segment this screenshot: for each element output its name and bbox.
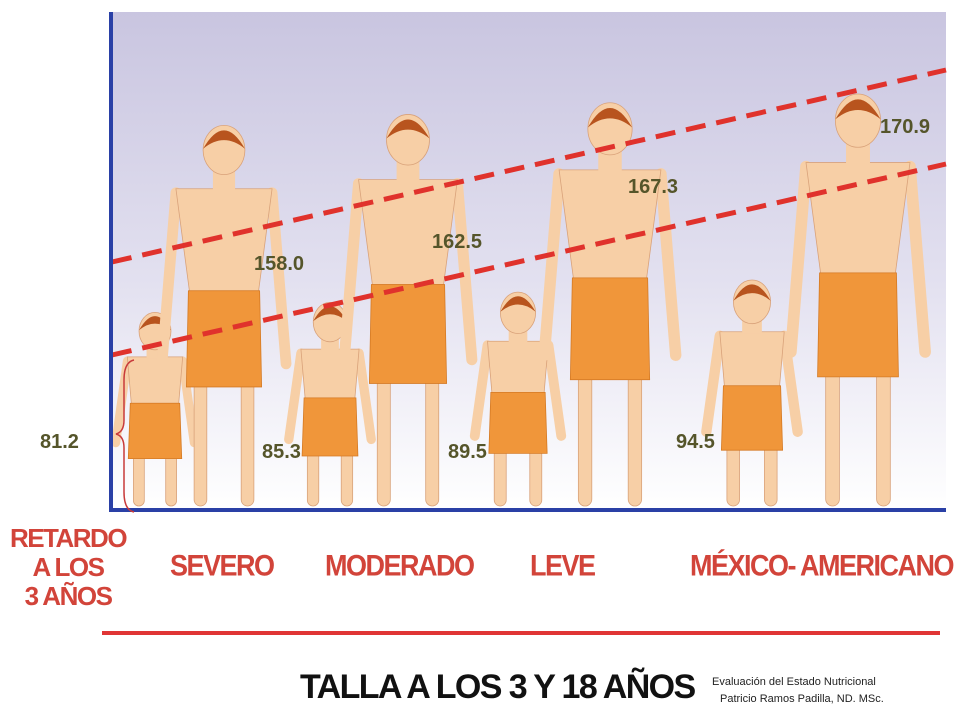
figure-adult-3 bbox=[538, 102, 682, 507]
baseline-label-line-3: 3 AÑOS bbox=[24, 581, 113, 611]
figure-torso bbox=[805, 162, 911, 274]
value-labels-layer: 158.0 162.5 167.3 170.9 81.2 85.3 89.5 94.5 bbox=[40, 116, 930, 463]
figure-right-arm bbox=[266, 187, 292, 370]
value-label-age18-4: 170.9 bbox=[880, 116, 930, 138]
figure-right-arm bbox=[178, 356, 199, 448]
figure-left-arm bbox=[469, 340, 493, 441]
figure-shorts bbox=[185, 290, 263, 388]
figure-shorts bbox=[720, 385, 784, 451]
chart-title: TALLA A LOS 3 Y 18 AÑOS bbox=[300, 668, 696, 706]
figure-torso bbox=[175, 188, 273, 292]
figure-hair bbox=[386, 119, 430, 139]
figures-layer bbox=[111, 93, 931, 507]
figure-shorts bbox=[368, 284, 448, 384]
category-label-severo: SEVERO bbox=[170, 549, 275, 583]
figure-left-arm bbox=[156, 187, 182, 370]
figure-left-arm bbox=[338, 178, 365, 366]
baseline-label: RETARDO A LOS 3 AÑOS bbox=[8, 524, 128, 611]
figure-adult-2 bbox=[338, 114, 478, 507]
figure-hair bbox=[203, 130, 245, 149]
value-label-age18-3: 167.3 bbox=[628, 176, 678, 198]
baseline-label-line-2: A LOS bbox=[32, 552, 105, 582]
figure-torso bbox=[300, 348, 360, 399]
figure-hair bbox=[835, 99, 881, 120]
trend-lines-layer bbox=[111, 67, 947, 358]
figure-adult-4 bbox=[785, 93, 931, 507]
figure-hair bbox=[733, 284, 771, 301]
figure-right-arm bbox=[354, 348, 376, 445]
credit-line-2: Patricio Ramos Padilla, ND. MSc. bbox=[720, 693, 884, 705]
trend-line-upper bbox=[111, 67, 947, 265]
figure-torso bbox=[719, 331, 785, 387]
value-label-age18-2: 162.5 bbox=[432, 231, 482, 253]
figure-shorts bbox=[817, 272, 899, 378]
figure-adult-1 bbox=[156, 125, 292, 507]
baseline-label-line-1: RETARDO bbox=[9, 523, 128, 553]
value-label-age3-baseline: 81.2 bbox=[40, 431, 79, 453]
credit: Evaluación del Estado Nutricional Patric… bbox=[712, 674, 884, 708]
value-label-age18-1: 158.0 bbox=[254, 253, 304, 275]
figure-left-arm bbox=[701, 330, 725, 437]
trend-line-lower bbox=[111, 161, 947, 358]
value-label-age3-2: 89.5 bbox=[448, 441, 487, 463]
category-label-mexico-americano: MÉXICO- AMERICANO bbox=[690, 549, 955, 583]
figure-shorts bbox=[127, 402, 183, 460]
baseline-bracket bbox=[115, 359, 135, 513]
value-label-age3-3: 94.5 bbox=[676, 431, 715, 453]
figure-right-arm bbox=[543, 340, 567, 441]
figure-right-arm bbox=[451, 178, 478, 366]
figure-left-arm bbox=[284, 348, 306, 445]
figure-child-3 bbox=[701, 279, 803, 507]
category-label-moderado: MODERADO bbox=[325, 549, 475, 583]
figure-shorts bbox=[488, 391, 548, 454]
figure-child-2 bbox=[469, 291, 567, 507]
figure-right-arm bbox=[904, 160, 931, 358]
figure-torso bbox=[126, 356, 184, 404]
figure-left-arm bbox=[785, 160, 812, 358]
figure-shorts bbox=[569, 277, 651, 381]
figure-child-1 bbox=[284, 301, 376, 507]
figure-hair bbox=[587, 107, 633, 128]
figure-shorts bbox=[301, 397, 359, 457]
credit-line-1: Evaluación del Estado Nutricional bbox=[712, 676, 876, 688]
category-label-leve: LEVE bbox=[530, 549, 596, 583]
figure-right-arm bbox=[655, 168, 682, 361]
figure-left-arm bbox=[111, 356, 132, 448]
figure-hair bbox=[500, 296, 536, 312]
value-label-age3-1: 85.3 bbox=[262, 441, 301, 463]
figure-hair bbox=[313, 306, 347, 322]
figure-left-arm bbox=[538, 168, 565, 361]
